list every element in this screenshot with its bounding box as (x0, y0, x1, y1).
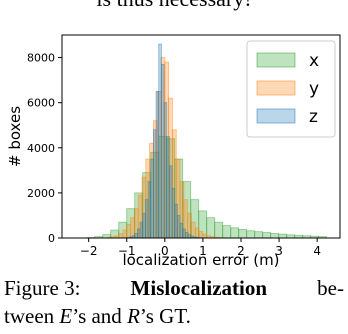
x-tick-label: 2 (237, 244, 245, 258)
bar (206, 217, 216, 239)
bar (254, 231, 264, 239)
legend-box (246, 40, 336, 138)
bar (262, 232, 272, 239)
legend-swatch (256, 52, 296, 68)
x-tick-label: −1 (118, 244, 136, 258)
caption-symbol: E (59, 304, 73, 328)
x-tick-label: −2 (80, 244, 98, 258)
legend-swatch (256, 108, 296, 124)
plot-frame (61, 34, 341, 239)
caption-line: tween E’s and R’s GT. (4, 304, 344, 329)
bar (130, 217, 135, 239)
bar (246, 230, 256, 239)
bar (126, 224, 131, 239)
bar (118, 233, 124, 239)
y-tick-label: 0 (48, 232, 55, 245)
caption-text: tween (4, 304, 55, 328)
chart: 0 2000 4000 6000 8000 −2 −1 0 1 2 3 4 localization e… (6, 34, 341, 269)
y-tick-label: 6000 (27, 97, 55, 110)
x-tick-label: 3 (275, 244, 283, 258)
y-tick-label: 2000 (27, 187, 55, 200)
bar (202, 233, 208, 239)
bar (278, 233, 288, 239)
bar (270, 233, 280, 239)
legend-swatch (256, 80, 296, 96)
bar (238, 229, 248, 239)
caption-bold: Mislocalization (130, 276, 268, 300)
caption-text: ’s and (72, 304, 122, 328)
bar (230, 227, 240, 239)
legend-label: y (309, 79, 319, 99)
legend-label: x (309, 51, 319, 71)
x-tick-label: 4 (313, 244, 321, 258)
y-tick-label: 4000 (27, 142, 55, 155)
caption-line: Figure 3: Mislocalization be- (4, 276, 344, 301)
bar (122, 229, 128, 239)
bar (198, 230, 204, 239)
caption-symbol: R (127, 304, 140, 328)
caption-text: be- (317, 276, 344, 300)
caption-text: ’s GT. (139, 304, 191, 328)
bar (214, 221, 224, 239)
top-text: is thus necessary! (0, 0, 348, 12)
x-tick-label: 1 (199, 244, 207, 258)
y-tick-label: 8000 (27, 52, 55, 65)
caption-label: Figure 3: (4, 276, 81, 300)
y-axis-label: # boxes (6, 106, 24, 167)
bar (222, 225, 232, 239)
legend-label: z (309, 107, 318, 127)
x-axis-label: localization error (m) (122, 251, 279, 269)
x-tick-label: 0 (161, 244, 169, 258)
